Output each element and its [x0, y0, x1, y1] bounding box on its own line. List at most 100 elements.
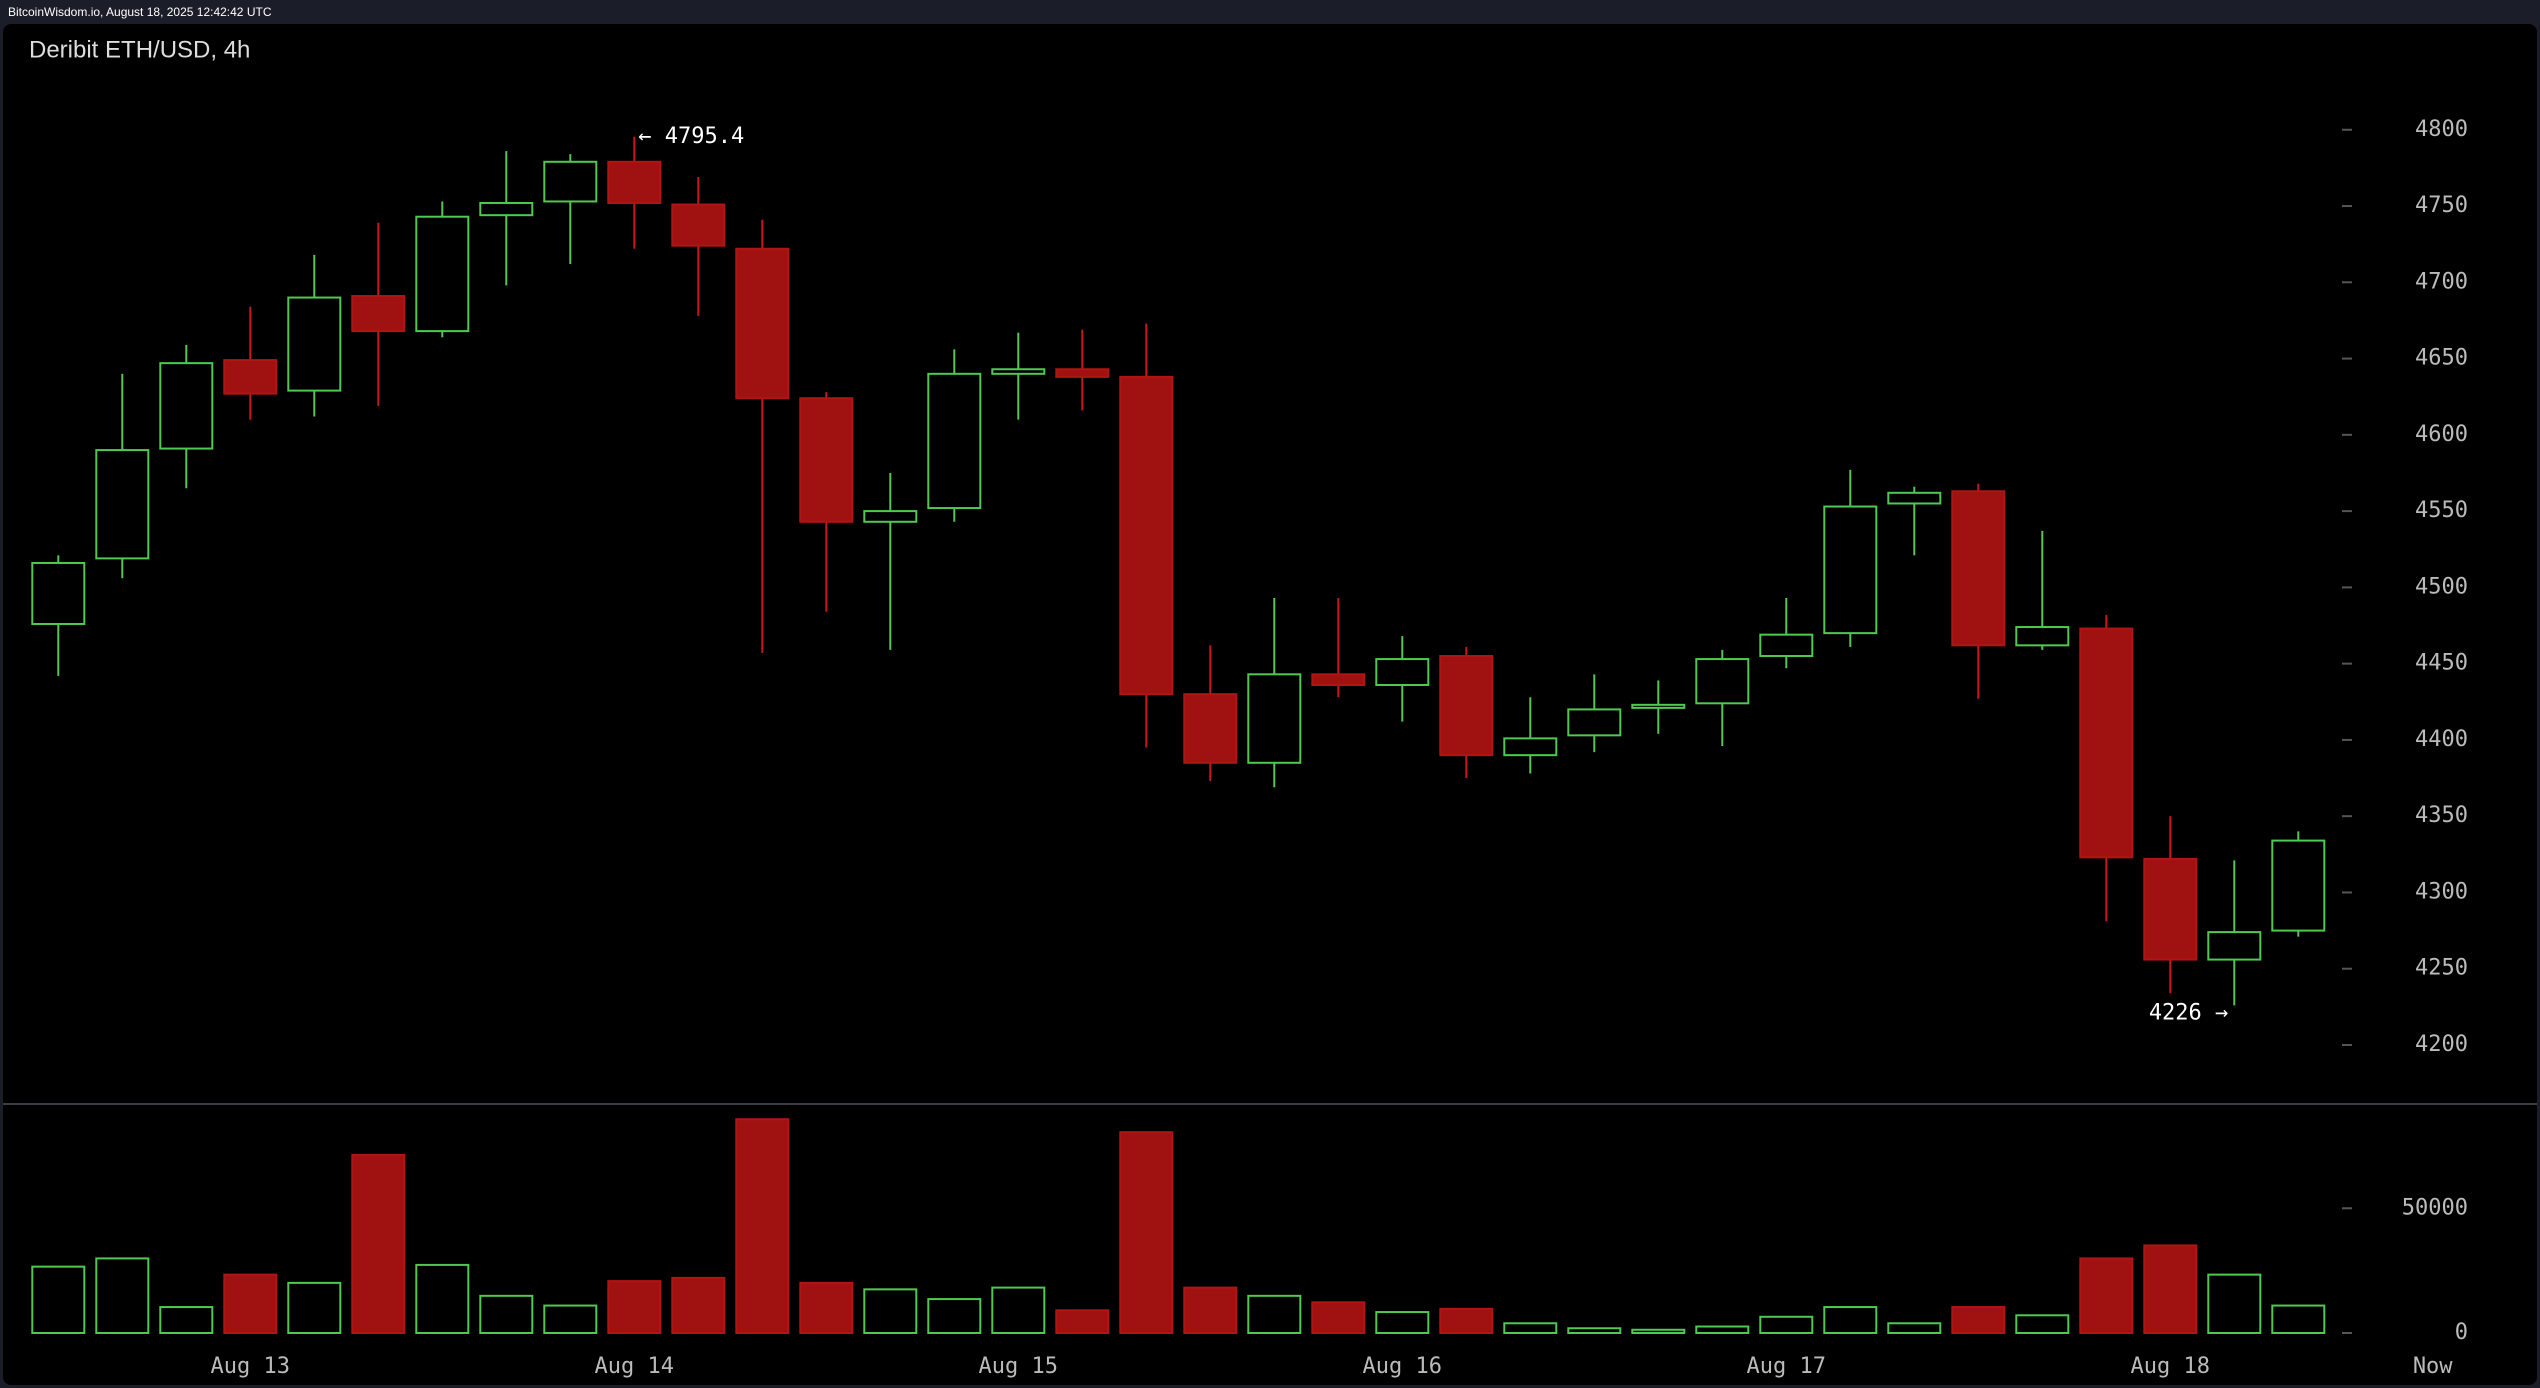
candle-body	[415, 215, 470, 333]
volume-bar	[2079, 1257, 2134, 1335]
y-tick-label: 4400	[2415, 727, 2468, 752]
volume-bar	[479, 1294, 534, 1335]
y-tick-label: 4650	[2415, 346, 2468, 371]
volume-bar	[159, 1306, 214, 1334]
candle-body	[1631, 703, 1686, 709]
candle-body	[671, 203, 726, 247]
y-tick-label: 4200	[2415, 1032, 2468, 1057]
candle-body	[31, 561, 86, 625]
volume-bar	[1375, 1311, 1430, 1334]
volume-bar	[1247, 1294, 1302, 1335]
volume-bar	[671, 1276, 726, 1335]
y-tick-label: 4700	[2415, 269, 2468, 294]
volume-bar	[1311, 1301, 1366, 1335]
candle-body	[1119, 375, 1174, 696]
y-tick-label: 4350	[2415, 803, 2468, 828]
y-tick-label: 4300	[2415, 879, 2468, 904]
volume-bar	[1823, 1306, 1878, 1334]
volume-bar	[1055, 1309, 1110, 1335]
volume-bar	[351, 1153, 406, 1335]
candle-body	[927, 372, 982, 510]
volume-bar	[607, 1280, 662, 1334]
volume-bar	[991, 1286, 1046, 1334]
candle-body	[607, 160, 662, 204]
candle-body	[1951, 490, 2006, 647]
volume-bar	[95, 1257, 150, 1335]
candle-body	[735, 247, 790, 400]
volume-bar	[1503, 1322, 1558, 1335]
candle-body	[1247, 673, 1302, 764]
x-tick-label: Aug 13	[211, 1354, 290, 1379]
volume-bar	[863, 1288, 918, 1335]
x-end-label: Now	[2413, 1354, 2453, 1379]
y-tick-label: 4450	[2415, 651, 2468, 676]
volume-bar	[1183, 1286, 1238, 1334]
volume-bar	[1119, 1131, 1174, 1334]
volume-bar	[1631, 1328, 1686, 1335]
candle-body	[1183, 693, 1238, 764]
chart-title: Deribit ETH/USD, 4h	[29, 36, 250, 63]
x-tick-label: Aug 17	[1747, 1354, 1826, 1379]
header-bar	[0, 0, 2540, 24]
volume-tick-label: 0	[2455, 1320, 2468, 1345]
candle-body	[1311, 673, 1366, 686]
volume-bar	[415, 1263, 470, 1335]
candle-body	[991, 368, 1046, 375]
price-annotation: ← 4795.4	[638, 124, 744, 149]
candle-body	[1887, 491, 1942, 505]
candle-body	[1439, 655, 1494, 757]
candle-body	[287, 296, 342, 392]
volume-bar	[2015, 1314, 2070, 1335]
volume-bar	[287, 1281, 342, 1335]
volume-bar	[1951, 1306, 2006, 1334]
candle-body	[479, 201, 534, 217]
volume-bar	[799, 1281, 854, 1335]
x-tick-label: Aug 15	[979, 1354, 1058, 1379]
volume-bar	[1695, 1325, 1750, 1334]
price-annotation: 4226 →	[2149, 1000, 2228, 1025]
candle-body	[1759, 633, 1814, 658]
candle-body	[543, 160, 598, 203]
volume-bar	[735, 1118, 790, 1334]
volume-bar	[927, 1298, 982, 1334]
volume-bar	[1759, 1315, 1814, 1335]
candle-body	[223, 359, 278, 395]
volume-bar	[2143, 1244, 2198, 1335]
volume-tick-label: 50000	[2402, 1195, 2468, 1220]
y-tick-label: 4800	[2415, 117, 2468, 142]
y-tick-label: 4250	[2415, 956, 2468, 981]
volume-bar	[1439, 1307, 1494, 1335]
volume-bar	[223, 1273, 278, 1334]
volume-bar	[1567, 1327, 1622, 1335]
candle-body	[2271, 839, 2326, 932]
x-tick-label: Aug 18	[2131, 1354, 2210, 1379]
volume-bar	[2207, 1273, 2262, 1334]
candle-body	[1567, 708, 1622, 737]
candle-body	[1503, 737, 1558, 757]
volume-bar	[543, 1304, 598, 1334]
candle-body	[1055, 368, 1110, 378]
candle-body	[2015, 626, 2070, 647]
candle-body	[2207, 931, 2262, 961]
candle-body	[799, 397, 854, 523]
candle-body	[351, 295, 406, 333]
x-tick-label: Aug 14	[595, 1354, 674, 1379]
candle-body	[863, 510, 918, 523]
volume-bar	[31, 1265, 86, 1334]
candle-body	[2143, 857, 2198, 961]
y-tick-label: 4600	[2415, 422, 2468, 447]
volume-bar	[2271, 1304, 2326, 1334]
y-tick-label: 4550	[2415, 498, 2468, 523]
y-tick-label: 4750	[2415, 193, 2468, 218]
x-tick-label: Aug 16	[1363, 1354, 1442, 1379]
candle-body	[1375, 658, 1430, 686]
candle-body	[159, 362, 214, 450]
candle-body	[1823, 505, 1878, 635]
header-text: BitcoinWisdom.io, August 18, 2025 12:42:…	[8, 5, 272, 19]
volume-bar	[1887, 1322, 1942, 1335]
y-tick-label: 4500	[2415, 574, 2468, 599]
candle-body	[1695, 658, 1750, 705]
candle-body	[2079, 627, 2134, 859]
candle-body	[95, 449, 150, 560]
